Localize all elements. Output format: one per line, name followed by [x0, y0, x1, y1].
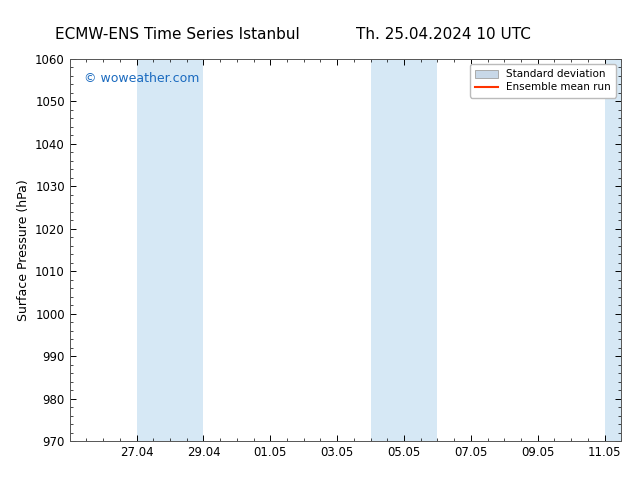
Text: Th. 25.04.2024 10 UTC: Th. 25.04.2024 10 UTC [356, 27, 531, 42]
Legend: Standard deviation, Ensemble mean run: Standard deviation, Ensemble mean run [470, 64, 616, 98]
Text: ECMW-ENS Time Series Istanbul: ECMW-ENS Time Series Istanbul [55, 27, 300, 42]
Bar [605, 59, 621, 441]
Y-axis label: Surface Pressure (hPa): Surface Pressure (hPa) [16, 179, 30, 321]
Bar [371, 59, 437, 441]
Text: © woweather.com: © woweather.com [84, 72, 199, 85]
Bar [136, 59, 204, 441]
